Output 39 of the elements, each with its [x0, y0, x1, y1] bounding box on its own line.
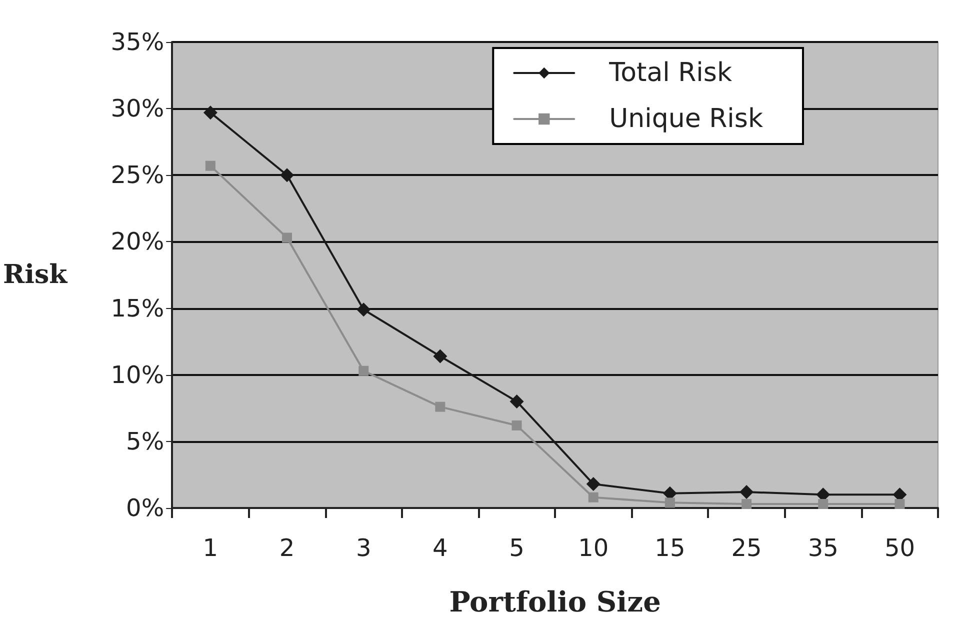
x-tick-label: 35 [808, 534, 838, 562]
legend-label: Unique Risk [609, 104, 764, 134]
x-tick-label: 25 [731, 534, 762, 562]
legend-label: Total Risk [608, 58, 732, 88]
point [433, 349, 448, 364]
point [586, 477, 600, 492]
x-tick-label: 10 [578, 534, 609, 562]
y-tick-label: 15% [110, 294, 164, 322]
x-tick-label: 1 [202, 534, 218, 562]
point [358, 366, 369, 376]
x-tick-label: 2 [279, 534, 295, 562]
y-axis-title: Risk [2, 260, 68, 290]
x-axis-title: Portfolio Size [449, 586, 661, 618]
point [894, 499, 905, 510]
point [588, 492, 598, 502]
y-tick-label: 20% [110, 228, 164, 256]
y-tick-label: 5% [126, 427, 164, 456]
point [356, 302, 371, 317]
y-tick-label: 10% [110, 360, 164, 389]
x-tick-label: 5 [509, 534, 524, 562]
point [742, 499, 752, 510]
x-tick-label: 50 [884, 534, 915, 562]
x-tick-label: 4 [432, 534, 448, 562]
x-tick-label: 15 [654, 534, 686, 562]
point [740, 485, 754, 500]
y-tick-label: 0% [126, 494, 164, 522]
x-tick-label: 3 [356, 534, 372, 562]
point [282, 232, 292, 243]
point [512, 420, 522, 430]
y-tick-label: 35% [110, 28, 164, 56]
point [280, 168, 294, 182]
point [510, 394, 524, 408]
y-tick-label: 30% [110, 94, 164, 123]
point [664, 498, 675, 508]
point [203, 106, 218, 120]
point [205, 160, 216, 171]
point [818, 499, 828, 510]
point [435, 402, 446, 412]
y-tick-label: 25% [110, 161, 164, 190]
